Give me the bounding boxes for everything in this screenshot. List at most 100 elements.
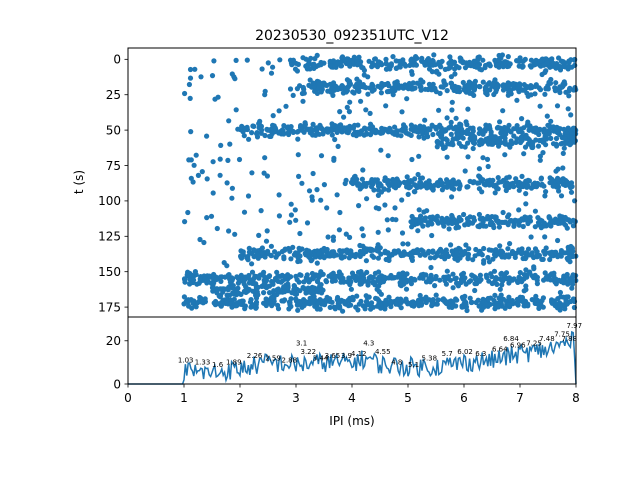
scatter-point-2892	[249, 170, 255, 176]
scatter-point-2804	[348, 286, 354, 292]
scatter-point-1705	[352, 254, 358, 260]
scatter-point-983	[525, 141, 531, 147]
scatter-point-837	[285, 130, 291, 136]
scatter-point-2574	[522, 299, 528, 305]
scatter-point-2907	[444, 115, 450, 121]
scatter-point-1741	[410, 248, 416, 254]
scatter-point-2740	[192, 66, 198, 72]
peak-label-27: 7.88	[562, 335, 578, 343]
scatter-point-1097	[495, 175, 501, 181]
scatter-point-2545	[321, 301, 327, 307]
scatter-point-2939	[262, 155, 268, 161]
scatter-point-1263	[570, 223, 577, 229]
scatter-point-2927	[327, 296, 333, 302]
scatter-point-2872	[304, 220, 311, 226]
scatter-point-2990	[539, 71, 545, 78]
scatter-point-2905	[338, 125, 344, 131]
scatter-point-1955	[376, 269, 382, 275]
scatter-point-2683	[409, 156, 415, 163]
scatter-point-2044	[309, 270, 315, 277]
scatter-point-2843	[401, 122, 407, 128]
scatter-point-2099	[362, 278, 368, 284]
scatter-point-2203	[224, 292, 230, 298]
scatter-point-237	[507, 61, 513, 67]
scatter-point-498	[422, 86, 428, 92]
peak-label-15: 4.8	[391, 359, 402, 367]
scatter-point-1742	[465, 254, 471, 260]
scatter-point-1662	[427, 255, 433, 261]
scatter-point-2655	[295, 152, 301, 158]
scatter-point-233	[447, 54, 453, 60]
peak-label-10: 3.65	[325, 352, 341, 360]
scatter-point-2912	[314, 260, 320, 266]
scatter-point-2471	[190, 300, 196, 306]
scatter-point-1672	[542, 251, 548, 257]
scatter-point-1236	[568, 180, 575, 186]
scatter-point-1713	[362, 246, 368, 252]
scatter-point-1994	[497, 276, 503, 282]
scatter-point-3001	[421, 209, 427, 215]
scatter-point-2726	[232, 231, 238, 237]
scatter-point-2814	[453, 181, 459, 187]
scatter-point-2904	[449, 194, 455, 200]
scatter-point-2966	[537, 157, 543, 163]
scatter-point-506	[492, 77, 498, 83]
scatter-point-784	[464, 130, 470, 136]
scatter-point-561	[528, 83, 534, 89]
scatter-point-2717	[548, 76, 554, 83]
scatter-point-1592	[268, 243, 274, 249]
scatter-point-1703	[245, 257, 251, 263]
scatter-point-1436	[246, 245, 252, 251]
scatter-point-2599	[443, 300, 449, 306]
scatter-point-2660	[560, 165, 566, 171]
scatter-point-2867	[483, 272, 489, 278]
scatter-point-280	[327, 63, 333, 69]
scatter-point-2818	[458, 124, 464, 130]
scatter-point-2529	[354, 293, 360, 299]
scatter-point-831	[281, 131, 287, 137]
scatter-point-1001	[526, 137, 532, 143]
scatter-point-2877	[476, 303, 482, 309]
scatter-point-145	[292, 66, 299, 72]
scatter-point-2121	[333, 274, 339, 280]
scatter-point-1738	[321, 255, 327, 261]
scatter-point-2675	[359, 226, 365, 232]
ipi-histogram-line	[128, 330, 577, 385]
scatter-point-1712	[386, 257, 392, 263]
scatter-point-2665	[433, 126, 439, 132]
scatter-point-2948	[382, 81, 388, 88]
scatter-point-881	[417, 123, 423, 129]
scatter-point-2071	[316, 274, 322, 281]
scatter-point-2682	[296, 245, 302, 251]
scatter-point-2533	[358, 298, 364, 304]
scatter-point-1602	[555, 253, 561, 259]
top-y-tick-label-75: 75	[106, 159, 121, 173]
scatter-point-1242	[406, 185, 412, 191]
scatter-point-1136	[418, 184, 424, 190]
scatter-point-339	[471, 92, 477, 98]
scatter-point-2848	[463, 119, 469, 125]
scatter-point-2643	[485, 163, 491, 170]
scatter-point-1447	[466, 246, 472, 252]
scatter-point-538	[301, 86, 307, 92]
scatter-point-2628	[416, 207, 422, 213]
scatter-point-2601	[416, 303, 422, 309]
scatter-point-1011	[562, 136, 568, 142]
scatter-point-802	[448, 119, 454, 125]
scatter-point-1673	[488, 247, 495, 253]
scatter-point-2703	[537, 153, 544, 159]
scatter-point-810	[526, 127, 532, 133]
scatter-point-1649	[308, 258, 314, 264]
scatter-point-2524	[407, 300, 413, 307]
scatter-point-2607	[377, 301, 383, 307]
peak-label-26: 7.75	[554, 331, 570, 339]
scatter-point-2614	[393, 301, 399, 307]
scatter-point-1202	[481, 181, 487, 187]
scatter-point-2742	[330, 80, 337, 86]
scatter-point-2913	[505, 222, 511, 228]
scatter-point-2339	[467, 295, 473, 301]
scatter-point-2884	[344, 77, 350, 83]
scatter-point-1017	[472, 136, 478, 142]
scatter-point-497	[567, 85, 573, 91]
scatter-point-2888	[499, 254, 505, 260]
